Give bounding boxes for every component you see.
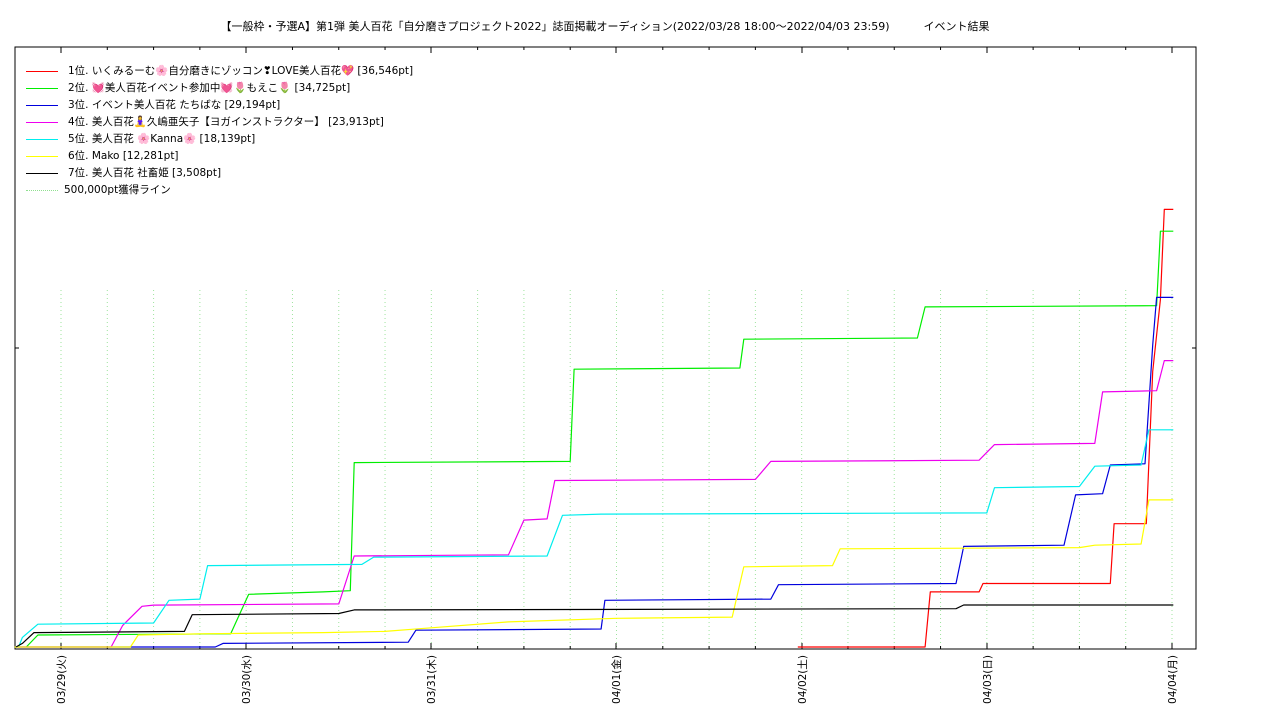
legend-swatch (26, 190, 58, 191)
legend-label: 7位. 美人百花 社畜姫 [3,508pt] (68, 167, 222, 179)
series-line-1 (797, 208, 1174, 648)
legend-label: 500,000pt獲得ライン (64, 184, 171, 196)
x-tick-label: 03/29(火) (56, 655, 68, 704)
series-line-5 (18, 429, 1174, 648)
x-tick-label: 04/01(金) (610, 655, 623, 704)
series-line-2 (25, 230, 1174, 648)
series-line-4 (17, 360, 1174, 648)
chart-legend: 1位. いくみるーむ🌸自分磨きにゾッコン❣LOVE美人百花💖 [36,546pt… (26, 63, 413, 199)
legend-item-reference-line: 500,000pt獲得ライン (26, 182, 413, 199)
chart-title-result: イベント結果 (923, 20, 990, 33)
legend-swatch (26, 71, 58, 72)
x-tick-label: 04/04(月) (1167, 655, 1179, 704)
legend-label: 6位. Mako [12,281pt] (68, 150, 179, 162)
legend-label: 4位. 美人百花🧘‍♀️久嶋亜矢子【ヨガインストラクター】 [23,913pt] (68, 116, 384, 128)
legend-swatch (26, 139, 58, 140)
series-line-7 (15, 604, 1174, 648)
legend-item-1: 1位. いくみるーむ🌸自分磨きにゾッコン❣LOVE美人百花💖 [36,546pt… (26, 63, 413, 80)
legend-swatch (26, 88, 58, 89)
x-tick-label: 03/30(水) (241, 655, 253, 704)
series-line-3 (17, 296, 1174, 648)
legend-item-2: 2位. 💓美人百花イベント参加中💓🌷もえこ🌷 [34,725pt] (26, 80, 413, 97)
chart-title: 【一般枠・予選A】第1弾 美人百花「自分磨きプロジェクト2022」誌面掲載オーデ… (0, 18, 1210, 34)
legend-label: 2位. 💓美人百花イベント参加中💓🌷もえこ🌷 [34,725pt] (68, 82, 351, 94)
x-tick-label: 04/02(土) (796, 655, 809, 704)
legend-swatch (26, 122, 58, 123)
x-tick-label: 04/03(日) (982, 655, 994, 704)
legend-label: 3位. イベント美人百花 たちばな [29,194pt] (68, 99, 281, 111)
legend-label: 5位. 美人百花 🌸Kanna🌸 [18,139pt] (68, 133, 256, 145)
legend-item-6: 6位. Mako [12,281pt] (26, 148, 413, 165)
legend-item-5: 5位. 美人百花 🌸Kanna🌸 [18,139pt] (26, 131, 413, 148)
chart-title-main: 【一般枠・予選A】第1弾 美人百花「自分磨きプロジェクト2022」誌面掲載オーデ… (220, 20, 890, 33)
legend-swatch (26, 105, 58, 106)
series-line-6 (14, 499, 1174, 648)
legend-item-7: 7位. 美人百花 社畜姫 [3,508pt] (26, 165, 413, 182)
legend-swatch (26, 156, 58, 157)
legend-swatch (26, 173, 58, 174)
legend-item-4: 4位. 美人百花🧘‍♀️久嶋亜矢子【ヨガインストラクター】 [23,913pt] (26, 114, 413, 131)
legend-item-3: 3位. イベント美人百花 たちばな [29,194pt] (26, 97, 413, 114)
legend-label: 1位. いくみるーむ🌸自分磨きにゾッコン❣LOVE美人百花💖 [36,546pt… (68, 65, 414, 77)
x-tick-label: 03/31(木) (426, 655, 438, 704)
